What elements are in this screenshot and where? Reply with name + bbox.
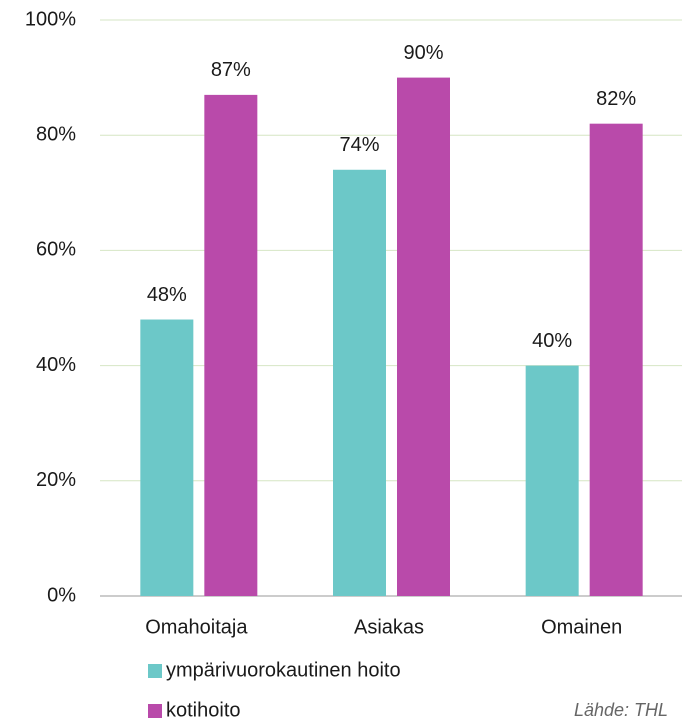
x-tick-label: Omahoitaja (145, 616, 248, 638)
y-tick-label: 60% (36, 239, 76, 261)
y-tick-label: 80% (36, 123, 76, 145)
legend-swatch (148, 664, 162, 678)
value-label: 82% (596, 88, 636, 110)
value-label: 48% (147, 284, 187, 306)
x-tick-label: Asiakas (354, 616, 424, 638)
bar (397, 77, 450, 597)
legend-label: kotihoito (166, 699, 241, 721)
y-tick-label: 40% (36, 354, 76, 376)
bar (525, 365, 579, 596)
value-label: 90% (403, 42, 443, 64)
value-label: 74% (339, 134, 379, 156)
bar (140, 319, 194, 596)
y-tick-label: 0% (47, 584, 76, 606)
source-note: Lähde: THL (574, 700, 668, 720)
value-label: 40% (532, 330, 572, 352)
y-tick-label: 100% (25, 8, 76, 30)
x-tick-label: Omainen (541, 616, 622, 638)
bar (333, 169, 386, 596)
value-label: 87% (211, 59, 251, 81)
bar (204, 94, 258, 596)
bar (589, 123, 643, 597)
legend-swatch (148, 704, 162, 718)
legend-label: ympärivuorokautinen hoito (166, 659, 401, 681)
y-tick-label: 20% (36, 469, 76, 491)
